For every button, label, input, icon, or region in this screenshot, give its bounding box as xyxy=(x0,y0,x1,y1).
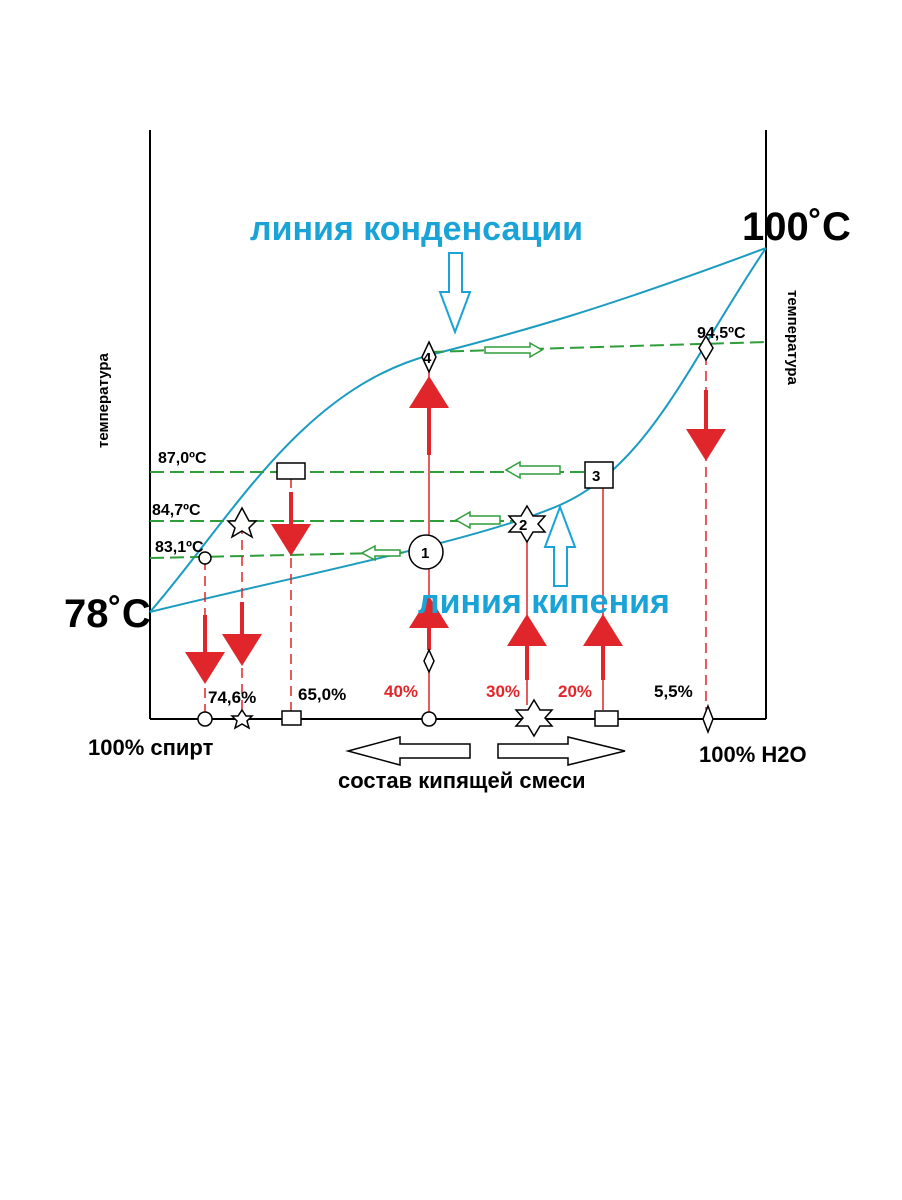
axis-markers xyxy=(197,698,714,738)
comp-label-55: 5,5% xyxy=(654,682,693,701)
diamond-marker-40 xyxy=(423,648,435,674)
marker-label-4: 4 xyxy=(423,350,432,367)
square-marker-870 xyxy=(276,462,306,480)
boiling-line-label: линия кипения xyxy=(418,583,670,621)
diamond-marker-4 xyxy=(421,340,437,374)
comp-label-650: 65,0% xyxy=(298,685,346,704)
comp-label-20: 20% xyxy=(558,682,592,701)
comp-label-746: 74,6% xyxy=(208,688,256,707)
tie-line-945 xyxy=(429,341,769,353)
diamond-marker-945 xyxy=(698,334,714,362)
diamond-axis-marker-55 xyxy=(702,703,714,735)
temp-low-label: 78˚C xyxy=(64,592,151,636)
marker-label-2: 2 xyxy=(519,517,527,534)
star-axis-marker xyxy=(230,708,254,730)
circle-marker-1 xyxy=(408,534,444,570)
x-arrow-right-icon xyxy=(497,736,626,766)
arrow-left-icon xyxy=(454,510,501,530)
star-axis-marker-30 xyxy=(514,698,554,738)
square-marker-3 xyxy=(584,461,614,489)
red-arrows xyxy=(185,376,726,684)
marker-label-1: 1 xyxy=(421,545,429,562)
star-marker-2 xyxy=(507,504,547,544)
circle-axis-marker-40 xyxy=(421,711,437,727)
star-marker-847 xyxy=(226,506,258,539)
condensation-line-label: линия конденсации xyxy=(250,210,583,248)
y-axis-right-label: температура xyxy=(784,290,801,386)
temp-label-847: 84,7ºC xyxy=(152,502,201,519)
x-arrow-left-icon xyxy=(345,736,471,766)
temp-high-label: 100˚C xyxy=(742,205,851,249)
boiling-arrow-icon xyxy=(543,504,577,587)
square-axis-marker-20 xyxy=(594,710,619,727)
y-axis-left-label: температура xyxy=(95,352,112,448)
x-left-label: 100% спирт xyxy=(88,735,214,760)
x-right-label: 100% H2O xyxy=(699,742,807,767)
tie-arrows xyxy=(360,341,561,562)
temp-label-945: 94,5ºC xyxy=(697,325,746,342)
square-axis-marker xyxy=(281,710,302,726)
arrow-right-icon xyxy=(484,341,544,359)
composition-verticals xyxy=(204,355,707,712)
axes-frame xyxy=(149,130,767,720)
arrow-left-icon xyxy=(504,460,561,480)
curve-markers xyxy=(198,334,714,674)
comp-label-40: 40% xyxy=(384,682,418,701)
marker-label-3: 3 xyxy=(592,468,600,485)
arrow-left-icon xyxy=(360,544,401,562)
circle-axis-marker xyxy=(197,711,213,727)
condensation-arrow-icon xyxy=(438,252,472,335)
circle-marker-831 xyxy=(198,551,212,565)
comp-label-30: 30% xyxy=(486,682,520,701)
temp-label-870: 87,0ºC xyxy=(158,450,207,467)
temp-label-831: 83,1ºC xyxy=(155,539,204,556)
x-axis-label: состав кипящей смеси xyxy=(338,768,586,793)
